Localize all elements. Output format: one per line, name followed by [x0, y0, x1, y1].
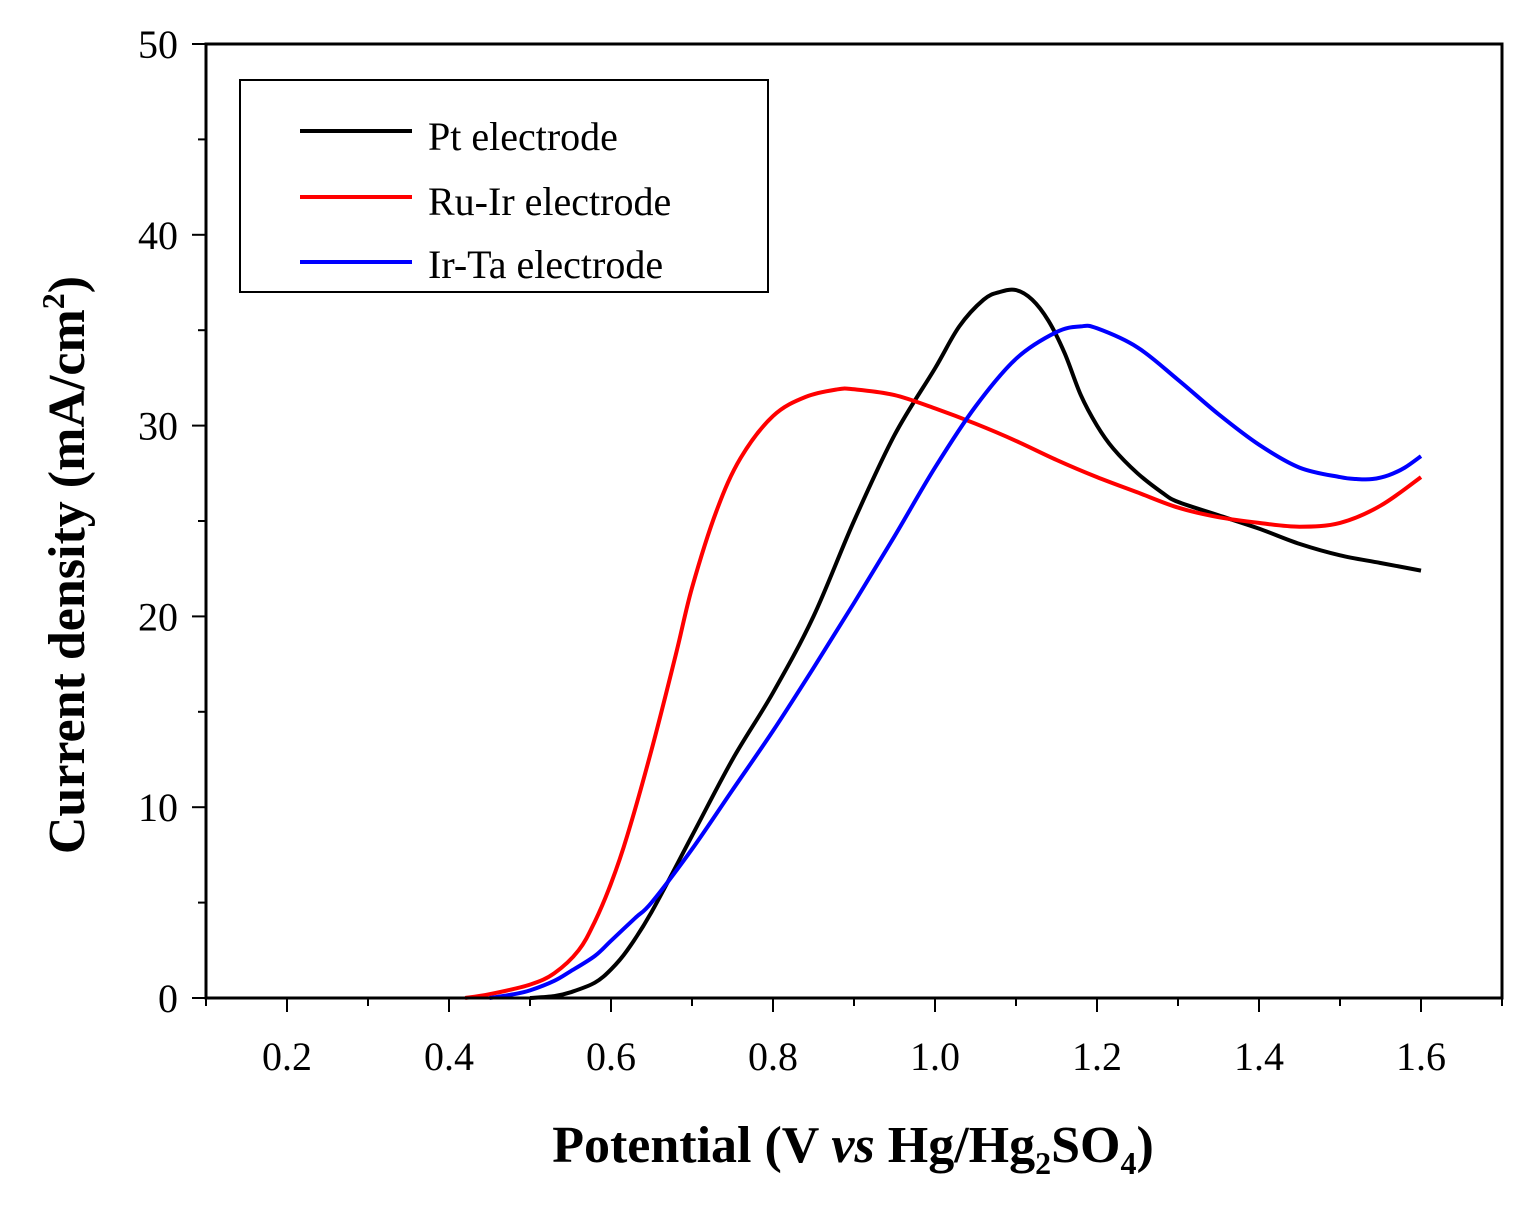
x-axis-title: Potential (V vs Hg/Hg2SO4)	[552, 1117, 1154, 1181]
x-tick-label: 0.6	[586, 1034, 636, 1079]
plot-frame	[204, 42, 1504, 1000]
legend-label-ir-ta: Ir-Ta electrode	[428, 242, 663, 287]
x-tick-label: 1.0	[910, 1034, 960, 1079]
y-tick-label: 10	[138, 785, 178, 830]
legend: Pt electrode Ru-Ir electrode Ir-Ta elect…	[239, 79, 769, 293]
x-axis-title-mid2: SO	[1051, 1117, 1120, 1174]
x-axis-title-sub2: 4	[1120, 1145, 1136, 1181]
legend-label-pt: Pt electrode	[428, 114, 618, 159]
tick-labels: 0.2 0.4 0.6 0.8 1.0 1.2 1.4 1.6 0 10 20 30 40 50	[138, 22, 1446, 1079]
y-tick-label: 50	[138, 22, 178, 67]
series-layer	[464, 287, 1423, 1000]
y-tick-label: 40	[138, 213, 178, 258]
x-axis-title-suffix: )	[1136, 1117, 1153, 1174]
series-line-ir-ta	[489, 323, 1423, 1000]
legend-box	[239, 79, 769, 293]
x-axis-title-prefix: Potential (V	[552, 1117, 831, 1174]
legend-label-ru-ir: Ru-Ir electrode	[428, 179, 671, 224]
y-axis-title: Current density (mA/cm2)	[35, 276, 96, 854]
x-axis-title-mid: Hg/Hg	[875, 1117, 1035, 1174]
x-tick-label: 1.4	[1234, 1034, 1284, 1079]
series-line-pt	[529, 287, 1422, 1000]
y-axis-title-sup: 2	[35, 293, 71, 309]
x-tick-label: 1.6	[1396, 1034, 1446, 1079]
y-tick-label: 20	[138, 594, 178, 639]
x-axis-title-sub1: 2	[1035, 1145, 1051, 1181]
x-axis-title-vs: vs	[831, 1117, 874, 1174]
x-tick-label: 0.2	[262, 1034, 312, 1079]
x-tick-label: 1.2	[1072, 1034, 1122, 1079]
y-tick-label: 30	[138, 404, 178, 449]
y-axis-title-main: Current density (mA/cm	[39, 309, 96, 854]
x-tick-label: 0.8	[748, 1034, 798, 1079]
y-axis-title-suffix: )	[39, 276, 96, 293]
series-line-ru-ir	[464, 386, 1423, 1000]
y-tick-label: 0	[158, 976, 178, 1021]
x-tick-label: 0.4	[424, 1034, 474, 1079]
